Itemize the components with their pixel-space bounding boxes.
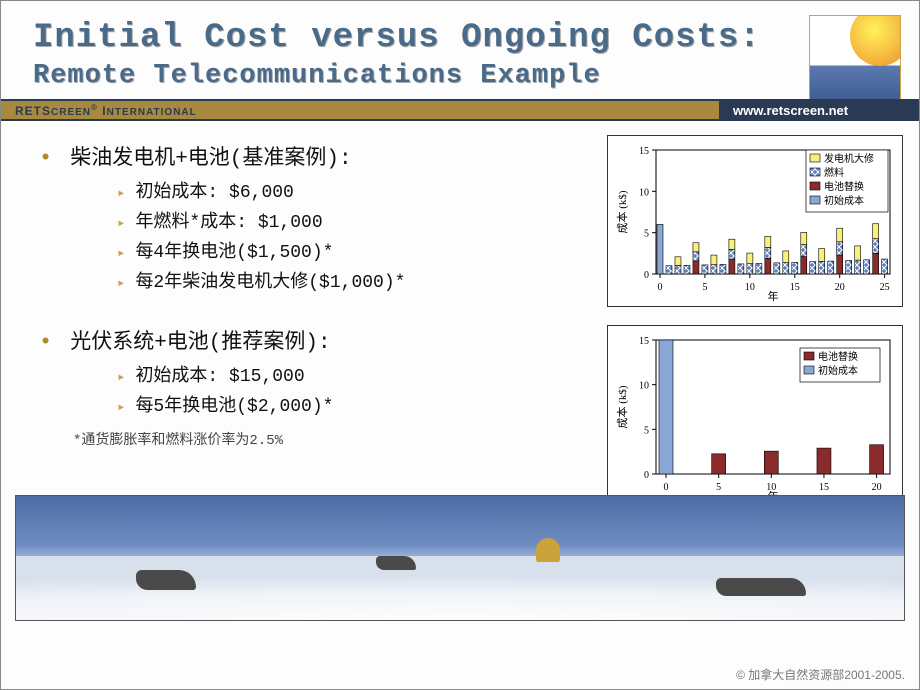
- brand-url: www.retscreen.net: [719, 99, 919, 121]
- copyright: © 加拿大自然资源部2001-2005.: [736, 666, 905, 683]
- text-column: 柴油发电机+电池(基准案例): 初始成本: $6,000 年燃料*成本: $1,…: [39, 135, 591, 487]
- section2-item: 初始成本: $15,000: [117, 361, 591, 387]
- svg-text:5: 5: [716, 482, 721, 493]
- svg-text:15: 15: [819, 482, 829, 493]
- section1-item: 初始成本: $6,000: [117, 177, 591, 203]
- svg-text:5: 5: [702, 282, 707, 293]
- title-sub: Remote Telecommunications Example: [33, 61, 887, 91]
- svg-text:15: 15: [639, 146, 649, 157]
- slide: Initial Cost versus Ongoing Costs: Remot…: [0, 0, 920, 690]
- svg-text:初始成本: 初始成本: [818, 364, 858, 377]
- charts-column: 0510150510152025年成本 (k$)发电机大修燃料电池替换初始成本 …: [607, 135, 903, 487]
- svg-text:电池替换: 电池替换: [824, 180, 864, 193]
- svg-text:0: 0: [658, 282, 663, 293]
- svg-text:15: 15: [639, 336, 649, 347]
- svg-text:发电机大修: 发电机大修: [824, 152, 874, 165]
- svg-text:0: 0: [644, 270, 649, 281]
- svg-text:10: 10: [639, 381, 649, 392]
- svg-text:15: 15: [790, 282, 800, 293]
- retscreen-logo: [809, 15, 901, 107]
- svg-text:燃料: 燃料: [824, 166, 844, 179]
- svg-text:年: 年: [768, 289, 779, 302]
- section2-item: 每5年换电池($2,000)*: [117, 391, 591, 417]
- section1-item: 每2年柴油发电机大修($1,000)*: [117, 267, 591, 293]
- section2-heading: 光伏系统+电池(推荐案例):: [39, 325, 591, 355]
- svg-text:5: 5: [644, 229, 649, 240]
- section1-item: 年燃料*成本: $1,000: [117, 207, 591, 233]
- brand-reg: ®: [91, 103, 98, 112]
- svg-text:25: 25: [880, 282, 890, 293]
- title-main: Initial Cost versus Ongoing Costs:: [33, 19, 887, 57]
- svg-text:5: 5: [644, 425, 649, 436]
- title-block: Initial Cost versus Ongoing Costs: Remot…: [1, 1, 919, 99]
- brand-intl: NTERNATIONAL: [107, 107, 197, 118]
- svg-text:电池替换: 电池替换: [818, 350, 858, 363]
- svg-text:0: 0: [644, 470, 649, 481]
- svg-text:成本 (k$): 成本 (k$): [615, 385, 629, 428]
- section1-heading: 柴油发电机+电池(基准案例):: [39, 141, 591, 171]
- brand-bar: RETSCREEN® INTERNATIONAL www.retscreen.n…: [1, 99, 919, 121]
- svg-text:20: 20: [835, 282, 845, 293]
- svg-text:成本 (k$): 成本 (k$): [615, 190, 629, 233]
- chart1: 0 5 10 15 0 5 10 15 20 25 年 成本 (k$) 发电机大修燃料电池替换初始成本: [614, 142, 896, 302]
- svg-text:10: 10: [639, 187, 649, 198]
- brand-screen: CREEN: [51, 107, 91, 118]
- svg-text:初始成本: 初始成本: [824, 194, 864, 207]
- panorama-photo: [15, 495, 905, 621]
- svg-text:10: 10: [745, 282, 755, 293]
- svg-text:0: 0: [664, 482, 669, 493]
- section1-item: 每4年换电池($1,500)*: [117, 237, 591, 263]
- footnote: *通货膨胀率和燃料涨价率为2.5%: [73, 429, 591, 449]
- chart2-box: 05101505101520年成本 (k$)电池替换初始成本: [607, 325, 903, 507]
- chart1-box: 0 5 10 15 0 5 10 15 20 25 年 成本 (k$) 发电机大修燃料电池替换初始成本: [607, 135, 903, 307]
- chart2: 05101505101520年成本 (k$)电池替换初始成本: [614, 332, 896, 502]
- brand-left: RETSCREEN® INTERNATIONAL: [15, 103, 197, 118]
- body-row: 柴油发电机+电池(基准案例): 初始成本: $6,000 年燃料*成本: $1,…: [1, 121, 919, 491]
- brand-ret: RETS: [15, 104, 51, 118]
- svg-text:20: 20: [872, 482, 882, 493]
